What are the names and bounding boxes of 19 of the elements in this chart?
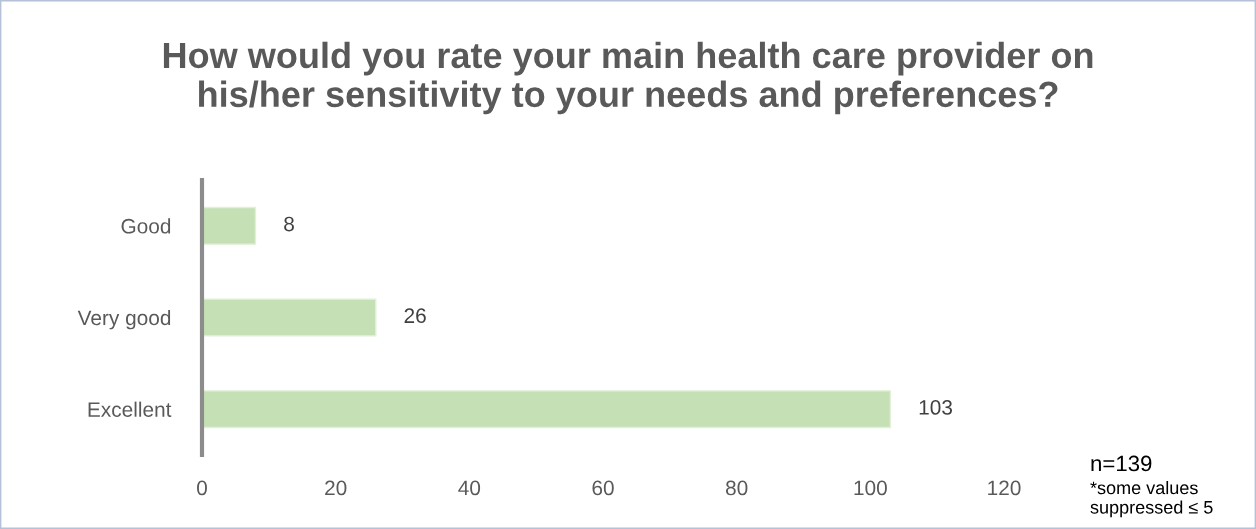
y-tick-label: Excellent <box>88 401 172 417</box>
x-tick-label: 40 <box>458 480 481 496</box>
text: *some values suppressed ≤ 5 <box>1090 481 1213 518</box>
x-tick-label: 20 <box>325 480 347 496</box>
text: n=139 <box>1091 455 1152 472</box>
data-label: 8 <box>284 216 294 232</box>
x-tick-label: 120 <box>988 480 1021 496</box>
x-tick-label: 100 <box>854 480 887 496</box>
chart-title: How would you rate your main health care provider on his/her sensitivity to your needs and preferences? <box>163 41 1093 115</box>
y-tick-label: Very good <box>77 309 171 330</box>
y-tick-label: Good <box>121 218 171 234</box>
x-tick-label: 80 <box>725 480 748 496</box>
data-label: 103 <box>919 400 952 415</box>
x-tick-label: 0 <box>197 480 207 496</box>
bar <box>202 390 892 429</box>
bar <box>202 298 377 337</box>
x-tick-label: 60 <box>592 480 614 496</box>
bar <box>202 206 257 245</box>
data-label: 26 <box>404 308 426 324</box>
